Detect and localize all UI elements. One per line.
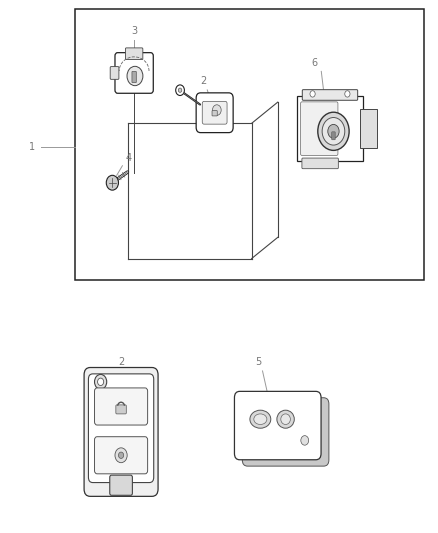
FancyBboxPatch shape (88, 374, 154, 482)
Circle shape (115, 448, 127, 463)
Circle shape (178, 88, 182, 92)
FancyBboxPatch shape (202, 101, 227, 124)
Circle shape (328, 124, 339, 138)
Circle shape (176, 85, 184, 95)
FancyBboxPatch shape (84, 368, 158, 496)
Circle shape (310, 91, 315, 97)
FancyBboxPatch shape (116, 405, 126, 414)
FancyBboxPatch shape (297, 96, 363, 161)
FancyBboxPatch shape (212, 111, 217, 116)
FancyBboxPatch shape (110, 67, 119, 79)
FancyBboxPatch shape (110, 475, 132, 495)
Text: 5: 5 (255, 357, 261, 367)
FancyBboxPatch shape (115, 53, 153, 93)
Text: 4: 4 (125, 153, 131, 163)
FancyBboxPatch shape (95, 437, 148, 474)
FancyBboxPatch shape (360, 109, 377, 148)
Circle shape (98, 378, 104, 385)
Ellipse shape (250, 410, 271, 428)
FancyBboxPatch shape (95, 388, 148, 425)
Circle shape (345, 91, 350, 97)
Ellipse shape (281, 414, 290, 424)
FancyBboxPatch shape (302, 158, 339, 168)
FancyBboxPatch shape (332, 132, 335, 140)
Circle shape (127, 66, 143, 86)
Circle shape (118, 452, 124, 458)
Ellipse shape (277, 410, 294, 428)
Circle shape (318, 112, 349, 150)
Bar (75, 10, 424, 280)
Text: 6: 6 (312, 58, 318, 68)
Text: 2: 2 (118, 357, 124, 367)
FancyBboxPatch shape (234, 391, 321, 460)
Circle shape (95, 374, 107, 389)
Circle shape (212, 105, 221, 115)
FancyBboxPatch shape (125, 48, 143, 60)
Text: 3: 3 (131, 26, 137, 36)
Text: 1: 1 (29, 142, 35, 152)
Circle shape (301, 435, 309, 445)
Text: 2: 2 (201, 76, 207, 86)
FancyBboxPatch shape (300, 102, 338, 156)
Circle shape (106, 175, 118, 190)
FancyBboxPatch shape (132, 71, 136, 83)
FancyBboxPatch shape (242, 398, 329, 466)
Ellipse shape (254, 414, 267, 424)
FancyBboxPatch shape (302, 90, 358, 100)
FancyBboxPatch shape (196, 93, 233, 133)
Circle shape (322, 117, 345, 145)
